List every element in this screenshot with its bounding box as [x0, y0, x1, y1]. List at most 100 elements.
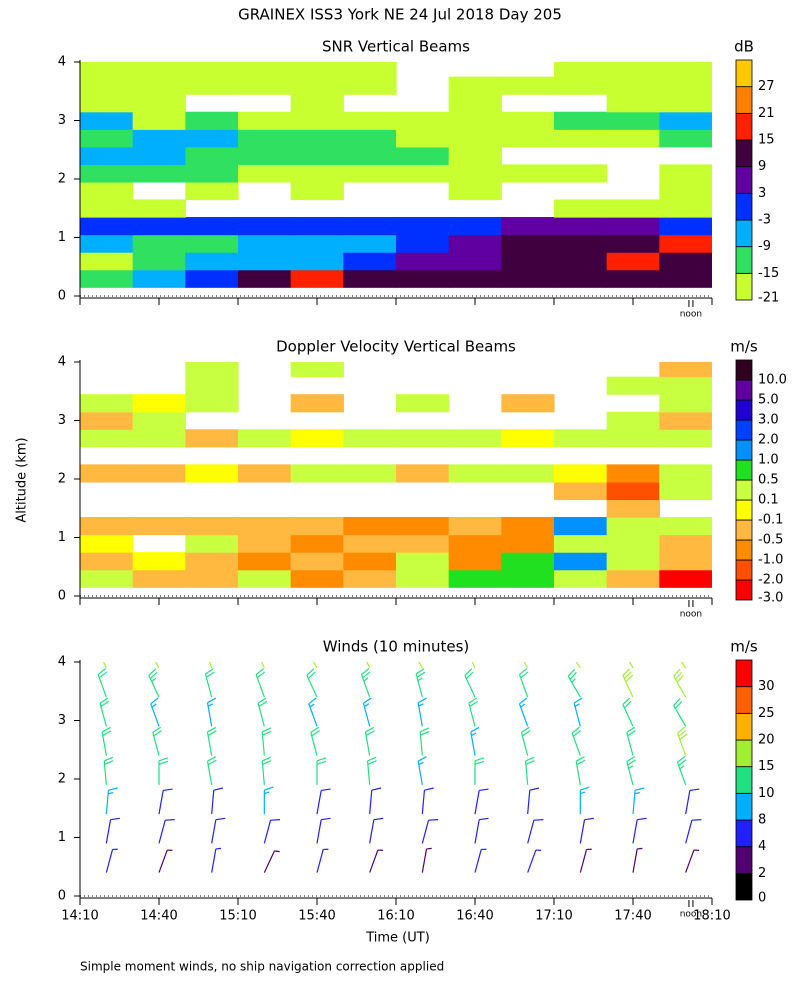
heat-cell	[185, 362, 239, 378]
wind-barb	[206, 756, 217, 785]
x-tick-label: 16:10	[377, 909, 414, 924]
heat-cell	[185, 234, 239, 253]
heat-cell	[290, 517, 344, 536]
colorbar-title: dB	[734, 38, 754, 56]
colorbar-label: 3	[758, 186, 766, 201]
heat-cell	[606, 62, 660, 78]
heat-cell	[606, 129, 660, 148]
heat-cell	[185, 552, 239, 571]
heat-cell	[448, 269, 502, 288]
heat-cell	[343, 76, 397, 95]
y-tick-label: 4	[58, 55, 66, 70]
heat-cell	[396, 164, 450, 183]
colorbar-box	[735, 846, 753, 874]
wind-barb	[464, 668, 476, 698]
heat-cell	[238, 111, 292, 130]
colorbar-box	[735, 739, 753, 768]
heat-cell	[185, 269, 239, 288]
heat-cell	[80, 146, 134, 165]
heat-cell	[396, 394, 450, 413]
heat-cell	[290, 394, 344, 413]
heat-cell	[290, 94, 344, 113]
wind-barb	[518, 668, 529, 698]
heat-cell	[132, 464, 186, 483]
heat-cell	[343, 217, 397, 236]
x-tick-label: 15:40	[298, 909, 335, 924]
colorbar-label: -0.1	[758, 513, 783, 528]
colorbar-label: 15	[758, 133, 775, 148]
wind-barb	[105, 848, 118, 873]
heat-cell	[554, 164, 608, 183]
colorbar-box	[735, 139, 753, 168]
y-tick-label: 2	[58, 772, 66, 787]
heat-cell	[501, 429, 555, 448]
wind-barb	[474, 788, 489, 815]
heat-cell	[606, 94, 660, 113]
heat-cell	[343, 129, 397, 148]
wind-barb	[685, 849, 700, 873]
heat-cell	[448, 552, 502, 571]
heat-cell	[501, 164, 555, 183]
wind-barb	[99, 697, 110, 727]
heat-cell	[185, 111, 239, 130]
heat-cell	[501, 552, 555, 571]
heat-cell	[659, 517, 712, 536]
heat-cell	[80, 234, 134, 253]
heat-cell	[448, 252, 502, 271]
colorbar-label: 0	[758, 891, 766, 906]
heat-cell	[606, 534, 660, 553]
colorbar-label: 0.5	[758, 473, 779, 488]
colorbar-box	[735, 766, 753, 794]
y-tick-label: 0	[58, 589, 66, 604]
heat-cell	[554, 252, 608, 271]
heat-cell	[606, 481, 660, 501]
heat-cell	[185, 252, 239, 271]
wind-barb	[527, 819, 544, 844]
heat-cell	[132, 234, 186, 253]
wind-barb	[527, 787, 540, 815]
heat-cell	[501, 534, 555, 553]
y-tick-label: 2	[58, 472, 66, 487]
heat-cell	[290, 111, 344, 130]
heat-cell	[238, 129, 292, 148]
wind-barb	[364, 726, 375, 756]
wind-barb	[474, 848, 487, 873]
wind-barb	[97, 668, 108, 698]
wind-barb	[685, 819, 702, 844]
heat-cell	[448, 234, 502, 253]
heat-cell	[659, 394, 712, 413]
heat-cell	[554, 62, 608, 78]
wind-barb	[369, 817, 384, 844]
heat-cell	[80, 552, 134, 571]
wind-barb	[211, 787, 224, 815]
heat-cell	[554, 464, 608, 483]
heat-cell	[238, 76, 292, 95]
heat-cell	[554, 234, 608, 253]
heat-cell	[501, 217, 555, 236]
wind-barb	[211, 817, 226, 844]
wind-barb	[520, 726, 531, 756]
heat-cell	[659, 429, 712, 448]
x-tick-label: 17:40	[614, 909, 651, 924]
heat-cell	[132, 111, 186, 130]
wind-barb	[632, 787, 645, 815]
wind-barb	[527, 849, 542, 873]
heat-cell	[80, 464, 134, 483]
heat-cell	[132, 394, 186, 413]
heat-cell	[606, 199, 660, 218]
heat-cell	[659, 129, 712, 148]
heat-cell	[659, 552, 712, 571]
heat-cell	[343, 234, 397, 253]
heat-cell	[290, 362, 344, 378]
heat-cell	[659, 94, 712, 113]
heat-cell	[554, 76, 608, 95]
heat-cell	[606, 464, 660, 483]
y-tick-label: 3	[58, 413, 66, 428]
heat-cell	[80, 569, 134, 588]
heat-cell	[396, 517, 450, 536]
heat-cell	[606, 76, 660, 95]
heat-cell	[80, 517, 134, 536]
heat-cell	[80, 411, 134, 430]
wind-barb	[676, 755, 687, 786]
heat-cell	[80, 62, 134, 78]
